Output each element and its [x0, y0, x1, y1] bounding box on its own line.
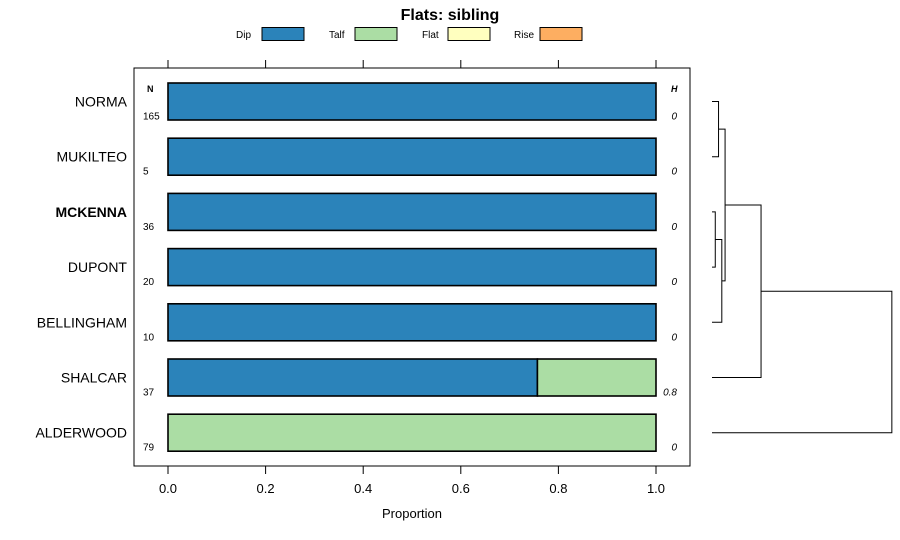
bar-shalcar-dip [167, 358, 539, 397]
x-axis-title: Proportion [382, 506, 442, 521]
h-label-alderwood: 0 [671, 443, 677, 454]
legend-swatch-rise [539, 27, 583, 41]
bar-mukilteo-dip [167, 137, 657, 176]
legend-label-flat: Flat [422, 30, 439, 41]
h-label-dupont: 0 [671, 277, 677, 288]
dendrogram-link-1 [712, 101, 720, 158]
category-label-bellingham: BELLINGHAM [37, 314, 127, 330]
h-labels: 0 0 0 0 0 0.8 0 [663, 112, 677, 454]
category-label-mckenna: MCKENNA [55, 204, 127, 220]
h-label-norma: 0 [671, 112, 677, 123]
bar-bellingham-dip [167, 302, 657, 342]
bar-mckenna-dip [167, 192, 657, 232]
category-label-alderwood: ALDERWOOD [35, 425, 127, 441]
bars-group [167, 82, 657, 453]
n-label-bellingham: 10 [143, 332, 155, 343]
h-header: H [671, 84, 678, 94]
plot-frame [133, 67, 691, 467]
legend-swatch-talf [354, 27, 398, 41]
n-label-mukilteo: 5 [143, 167, 149, 178]
n-header: N [147, 84, 154, 94]
bar-shalcar-talf [536, 358, 657, 397]
category-label-dupont: DUPONT [68, 259, 128, 275]
dendrogram-link-2 [712, 211, 716, 268]
x-axis: 0.0 0.2 0.4 0.6 0.8 1.0 [159, 60, 665, 496]
legend-swatch-flat [447, 27, 491, 41]
dendrogram-link-3 [712, 239, 723, 323]
category-label-norma: NORMA [75, 94, 128, 110]
x-tick-label-0: 0.0 [159, 481, 177, 496]
h-label-shalcar: 0.8 [663, 388, 677, 399]
legend-label-talf: Talf [329, 30, 345, 41]
bar-norma-dip [167, 82, 657, 121]
n-label-dupont: 20 [143, 277, 155, 288]
x-tick-label-1: 0.2 [257, 481, 275, 496]
category-label-shalcar: SHALCAR [61, 370, 127, 386]
n-label-shalcar: 37 [143, 388, 155, 399]
h-label-bellingham: 0 [671, 332, 677, 343]
legend-swatch-dip [261, 27, 305, 41]
dendrogram [712, 101, 893, 434]
category-label-mukilteo: MUKILTEO [56, 149, 127, 165]
dendrogram-link-6 [712, 290, 893, 434]
bar-alderwood-talf [167, 413, 657, 453]
x-tick-label-3: 0.6 [452, 481, 470, 496]
legend-label-rise: Rise [514, 30, 534, 41]
n-label-alderwood: 79 [143, 443, 155, 454]
x-tick-label-5: 1.0 [647, 481, 665, 496]
n-label-norma: 165 [143, 112, 160, 123]
legend: Dip Talf Flat Rise [236, 27, 583, 41]
category-labels: NORMA MUKILTEO MCKENNA DUPONT BELLINGHAM SHAL… [35, 94, 127, 441]
n-labels: 165 5 36 20 10 37 79 [143, 112, 160, 454]
x-tick-label-2: 0.4 [354, 481, 372, 496]
dendrogram-link-5 [712, 204, 762, 378]
legend-label-dip: Dip [236, 30, 251, 41]
x-tick-label-4: 0.8 [549, 481, 567, 496]
n-label-mckenna: 36 [143, 222, 155, 233]
h-label-mukilteo: 0 [671, 167, 677, 178]
bar-dupont-dip [167, 247, 657, 287]
chart-title: Flats: sibling [401, 7, 500, 24]
h-label-mckenna: 0 [671, 222, 677, 233]
